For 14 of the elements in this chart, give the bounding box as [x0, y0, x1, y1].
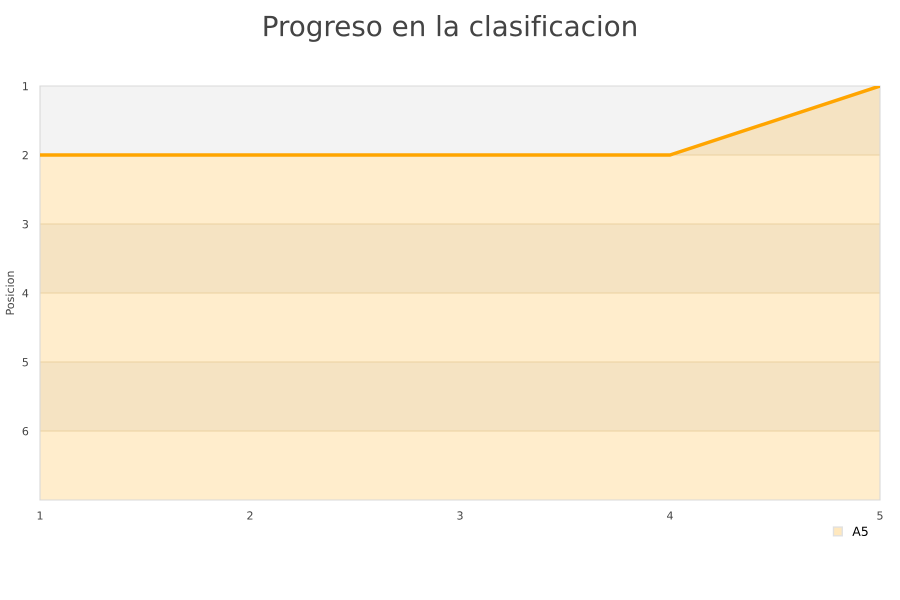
y-axis-title: Posicion: [6, 271, 14, 314]
x-tick-label: 4: [667, 511, 673, 520]
y-tick-label: 5: [22, 358, 28, 366]
y-tick-label: 3: [22, 220, 28, 228]
y-tick-label: 4: [22, 289, 28, 298]
chart-title: Progreso en la clasificacion: [264, 15, 636, 42]
legend-label: A5: [852, 526, 868, 536]
x-tick-label: 3: [457, 511, 463, 520]
x-tick-label: 5: [877, 511, 883, 520]
x-tick-label: 1: [38, 511, 43, 520]
y-tick-label: 2: [22, 150, 28, 160]
y-tick-label: 6: [22, 426, 28, 436]
x-tick-label: 2: [247, 511, 252, 520]
y-tick-label: 1: [23, 82, 28, 90]
